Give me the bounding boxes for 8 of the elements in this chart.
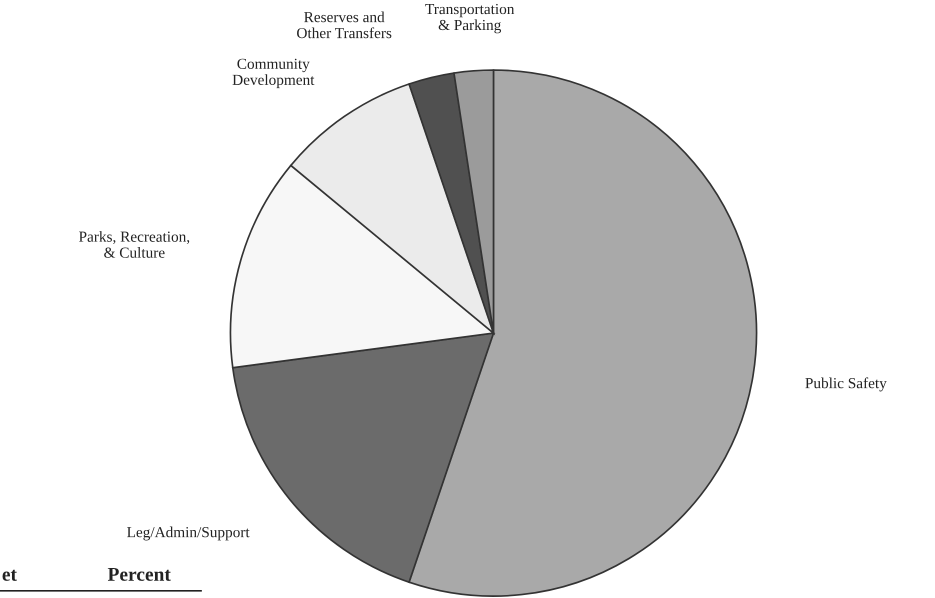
text: Percent	[108, 568, 171, 581]
slice-label: Parks, Recreation, & Culture	[78, 231, 190, 258]
text: et	[2, 570, 17, 581]
slice-label: Reserves and Other Transfers	[297, 12, 392, 38]
slice-label: Public Safety	[805, 377, 887, 392]
slice-label: Community Development	[232, 58, 314, 88]
slice-label: Transportation & Parking	[425, 4, 514, 34]
slice-label: Leg/Admin/Support	[127, 526, 250, 540]
